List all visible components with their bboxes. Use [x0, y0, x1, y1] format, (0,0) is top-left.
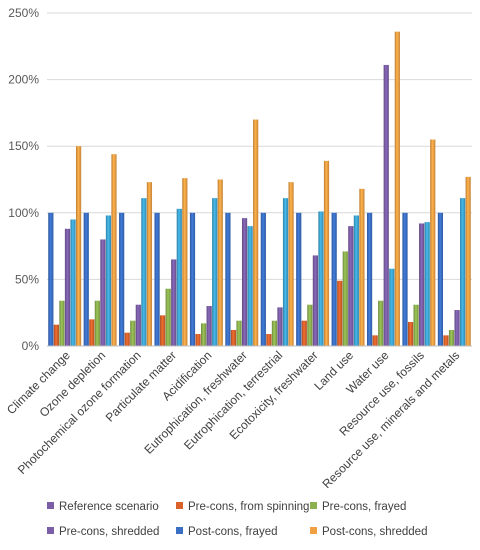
bar-pre-cons-shredded [171, 259, 177, 346]
bar-reference-scenario [48, 212, 54, 346]
bar-pre-cons-from-spinning [266, 334, 272, 346]
legend-label: Reference scenario [59, 501, 159, 513]
bar-reference-scenario [225, 212, 231, 346]
bar-pre-cons-shredded [206, 306, 212, 346]
bar-post-cons-shredded [111, 154, 117, 346]
legend: Reference scenario Pre-cons, from spinnin… [47, 501, 427, 538]
bar-post-cons-shredded [253, 119, 259, 346]
bar-reference-scenario [119, 212, 125, 346]
legend-label: Post-cons, shredded [322, 526, 427, 538]
bar-pre-cons-shredded [100, 239, 106, 346]
bar-reference-scenario [331, 212, 337, 346]
y-tick-label: 50% [15, 272, 39, 286]
bar-pre-cons-frayed [236, 320, 242, 346]
bar-post-cons-shredded [146, 182, 153, 346]
bar-post-cons-frayed [176, 208, 182, 346]
bar-post-cons-frayed [282, 198, 289, 346]
legend-swatch [47, 527, 54, 534]
bar-post-cons-shredded [288, 182, 294, 346]
bar-post-cons-frayed [318, 211, 324, 346]
y-tick-label: 250% [8, 6, 39, 20]
bar-reference-scenario [154, 212, 160, 346]
bar-post-cons-shredded [430, 139, 436, 346]
bar-pre-cons-shredded [348, 226, 354, 346]
bar-pre-cons-from-spinning [301, 320, 307, 346]
legend-label: Pre-cons, shredded [59, 526, 159, 538]
bars [48, 31, 471, 346]
bar-pre-cons-shredded [419, 223, 425, 346]
legend-swatch [176, 502, 183, 509]
bar-post-cons-shredded [75, 146, 82, 346]
bar-post-cons-frayed [247, 226, 253, 346]
bar-pre-cons-frayed [130, 320, 136, 346]
bar-pre-cons-from-spinning [443, 335, 449, 346]
y-tick-label: 0% [22, 339, 40, 353]
bar-pre-cons-frayed [59, 300, 65, 346]
bar-reference-scenario [189, 212, 196, 346]
legend-swatch [47, 502, 54, 509]
legend-label: Post-cons, frayed [188, 526, 277, 538]
bar-post-cons-frayed [389, 268, 395, 346]
bar-pre-cons-frayed [271, 320, 278, 346]
bar-pre-cons-from-spinning [337, 280, 343, 346]
bar-post-cons-frayed [353, 215, 359, 346]
bar-pre-cons-from-spinning [53, 324, 59, 346]
bar-pre-cons-shredded [64, 228, 71, 346]
bar-pre-cons-frayed [448, 330, 455, 346]
bar-reference-scenario [437, 212, 444, 346]
bar-pre-cons-frayed [201, 323, 207, 346]
bar-post-cons-shredded [182, 178, 188, 346]
bar-post-cons-shredded [394, 31, 400, 346]
bar-pre-cons-from-spinning [89, 319, 95, 346]
y-tick-label: 200% [8, 73, 39, 87]
bar-post-cons-frayed [424, 222, 430, 346]
bar-post-cons-frayed [212, 198, 218, 346]
bar-post-cons-shredded [323, 160, 330, 346]
legend-swatch [176, 527, 183, 534]
bar-reference-scenario [260, 212, 266, 346]
bar-pre-cons-from-spinning [230, 330, 237, 346]
legend-label: Pre-cons, frayed [322, 501, 406, 513]
bar-pre-cons-from-spinning [372, 335, 378, 346]
y-tick-label: 100% [8, 206, 39, 220]
bar-pre-cons-shredded [135, 304, 141, 346]
bar-reference-scenario [296, 212, 302, 346]
bar-pre-cons-from-spinning [195, 334, 201, 346]
bar-pre-cons-frayed [165, 288, 171, 346]
bar-pre-cons-frayed [342, 251, 348, 346]
legend-swatch [310, 502, 317, 509]
bar-post-cons-shredded [359, 188, 365, 346]
bar-pre-cons-frayed [307, 304, 313, 346]
bar-pre-cons-from-spinning [124, 332, 130, 346]
bar-reference-scenario [402, 212, 408, 346]
bar-post-cons-frayed [141, 198, 147, 346]
legend-label: Pre-cons, from spinning [188, 501, 309, 513]
bar-pre-cons-frayed [413, 304, 419, 346]
bar-post-cons-frayed [460, 198, 466, 346]
bar-pre-cons-shredded [312, 255, 318, 346]
bar-pre-cons-shredded [241, 218, 248, 346]
bar-pre-cons-frayed [378, 300, 384, 346]
bar-pre-cons-shredded [454, 310, 460, 346]
bar-pre-cons-from-spinning [407, 322, 414, 346]
legend-swatch [310, 527, 317, 534]
bar-post-cons-frayed [70, 219, 76, 346]
bar-pre-cons-shredded [383, 64, 389, 346]
bar-reference-scenario [83, 212, 89, 346]
bar-post-cons-shredded [465, 176, 471, 346]
bar-pre-cons-shredded [277, 307, 283, 346]
bar-post-cons-frayed [105, 215, 112, 346]
bar-reference-scenario [366, 212, 373, 346]
bar-pre-cons-from-spinning [160, 315, 166, 346]
bar-pre-cons-frayed [94, 300, 100, 346]
y-tick-label: 150% [8, 139, 39, 153]
bar-post-cons-shredded [217, 179, 223, 346]
